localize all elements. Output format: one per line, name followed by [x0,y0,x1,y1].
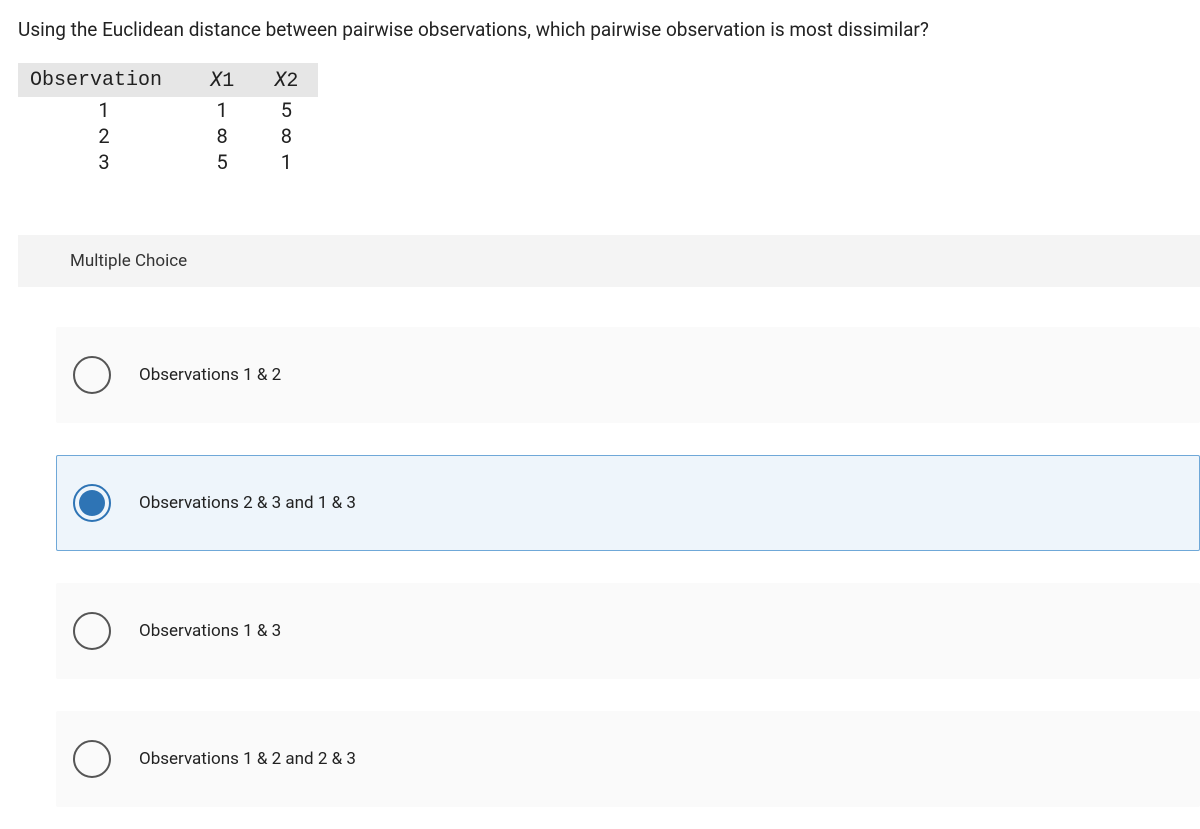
option-1[interactable]: Observations 1 & 2 [56,327,1200,423]
table-header-row: Observation X1 X2 [18,63,318,97]
question-text: Using the Euclidean distance between pai… [18,18,1200,41]
option-4[interactable]: Observations 1 & 2 and 2 & 3 [56,711,1200,807]
option-label: Observations 1 & 2 [139,365,281,385]
table-row: 1 1 5 [18,97,318,123]
cell: 8 [254,123,318,149]
option-label: Observations 2 & 3 and 1 & 3 [139,493,356,513]
option-3[interactable]: Observations 1 & 3 [56,583,1200,679]
radio-icon [73,612,111,650]
radio-icon [73,484,111,522]
cell: 1 [190,97,254,123]
option-label: Observations 1 & 3 [139,621,281,641]
col-x2: X2 [254,63,318,97]
cell: 3 [18,149,190,175]
col-x1: X1 [190,63,254,97]
cell: 1 [18,97,190,123]
radio-icon [73,356,111,394]
table-row: 2 8 8 [18,123,318,149]
table-body: 1 1 5 2 8 8 3 5 1 [18,97,318,175]
cell: 2 [18,123,190,149]
options-list: Observations 1 & 2 Observations 2 & 3 an… [18,327,1200,807]
data-table: Observation X1 X2 1 1 5 2 8 8 3 5 1 [18,63,318,175]
cell: 8 [190,123,254,149]
cell: 5 [190,149,254,175]
section-label-wrap: Multiple Choice [18,235,1200,287]
cell: 1 [254,149,318,175]
col-observation: Observation [18,63,190,97]
table-row: 3 5 1 [18,149,318,175]
radio-icon [73,740,111,778]
section-label: Multiple Choice [70,251,1200,271]
option-2[interactable]: Observations 2 & 3 and 1 & 3 [56,455,1200,551]
option-label: Observations 1 & 2 and 2 & 3 [139,749,356,769]
cell: 5 [254,97,318,123]
